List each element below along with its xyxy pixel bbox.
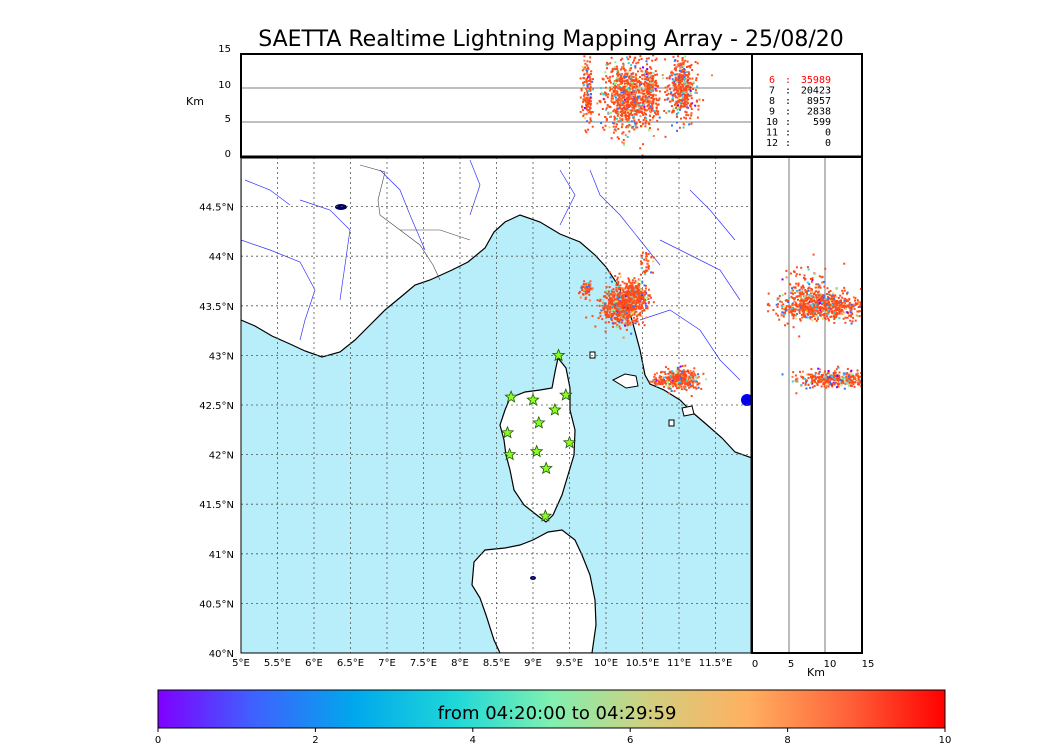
side-tick-5: 5 (788, 659, 794, 670)
station-star-icon (502, 447, 517, 461)
lon-tick-label: 7.5°E (410, 658, 437, 669)
station-star-icon (539, 461, 553, 475)
side-axis-label: Km (807, 666, 825, 679)
station-star-icon (529, 444, 544, 458)
map-grid (241, 157, 752, 653)
count-separator: : (785, 96, 791, 107)
station-star-icon (532, 415, 546, 429)
map-panel: 5°E 5.5°E 6°E 6.5°E 7°E 7.5°E 8°E 8.5°E 9°E 9.5°E… (199, 155, 862, 669)
lat-tick-label: 41°N (209, 550, 234, 561)
lat-tick-label: 40.5°N (199, 599, 234, 610)
count-separator: : (785, 128, 791, 139)
lat-tick-label: 42°N (209, 451, 234, 462)
giglio-island (668, 419, 675, 427)
altitude-sources (579, 54, 713, 157)
station-star-icon (559, 388, 573, 401)
side-tick-10: 10 (824, 659, 837, 670)
colorbar-tick: 4 (470, 735, 476, 746)
station-star-icon (551, 348, 566, 362)
station-star-icon (526, 392, 540, 406)
altitude-axis-label: Km (186, 95, 204, 108)
lat-tick-label: 41.5°N (199, 500, 234, 511)
count-value: 20423 (801, 86, 831, 97)
colorbar-label: from 04:20:00 to 04:29:59 (438, 703, 677, 724)
count-level: 7 (769, 86, 775, 97)
count-level: 12 (766, 138, 778, 149)
lon-tick-label: 11.5°E (699, 658, 733, 669)
lon-tick-label: 7°E (378, 658, 396, 669)
side-tick-0: 0 (752, 659, 758, 670)
station-star-icon (562, 435, 577, 449)
lat-tick-label: 40°N (209, 649, 234, 660)
colorbar-tick: 2 (312, 735, 318, 746)
colorbar-gradient (157, 689, 946, 729)
lon-tick-label: 5.5°E (264, 658, 291, 669)
corsica (499, 356, 576, 523)
lat-tick-label: 43°N (209, 351, 234, 362)
alt-tick-0: 0 (225, 149, 231, 160)
count-level: 6 (769, 75, 775, 86)
count-level: 11 (766, 128, 778, 139)
lon-tick-label: 9.5°E (556, 658, 583, 669)
count-level: 10 (766, 117, 778, 128)
side-tick-15: 15 (862, 659, 875, 670)
side-panel: 0 5 10 15 Km (751, 156, 875, 679)
station-star-icon (538, 508, 553, 522)
count-value: 0 (825, 128, 831, 139)
count-separator: : (785, 117, 791, 128)
count-level: 9 (769, 107, 775, 118)
lon-tick-label: 11°E (667, 658, 691, 669)
sardinia (471, 529, 597, 653)
rivers (241, 159, 741, 381)
side-sources (766, 253, 862, 395)
colorbar-tick: 0 (155, 735, 161, 746)
lat-tick-label: 42.5°N (199, 401, 234, 412)
count-separator: : (785, 75, 791, 86)
station-star-icon (500, 425, 515, 439)
alt-tick-5: 5 (225, 114, 231, 125)
colorbar-tick: 6 (627, 735, 633, 746)
count-separator: : (785, 86, 791, 97)
count-level: 8 (769, 96, 775, 107)
lon-tick-label: 8°E (451, 658, 469, 669)
lon-tick-label: 8.5°E (483, 658, 510, 669)
lon-tick-label: 6°E (305, 658, 323, 669)
count-value: 8957 (807, 96, 831, 107)
count-value: 35989 (801, 75, 831, 86)
colorbar-tick: 10 (939, 735, 952, 746)
borders (359, 164, 471, 281)
station-star-icon (548, 402, 562, 416)
lon-tick-label: 10°E (594, 658, 618, 669)
alt-tick-10: 10 (218, 80, 231, 91)
count-value: 599 (813, 117, 831, 128)
lon-tick-label: 5°E (232, 658, 250, 669)
altitude-panel: 0 5 10 15 Km (186, 44, 753, 160)
lon-tick-label: 10.5°E (626, 658, 660, 669)
count-value: 0 (825, 138, 831, 149)
alt-tick-15: 15 (218, 44, 231, 55)
figure-title: SAETTA Realtime Lightning Mapping Array … (258, 27, 844, 52)
colorbar-tick: 8 (784, 735, 790, 746)
mainland (241, 157, 752, 459)
colorbar: from 04:20:00 to 04:29:59 0 2 4 6 8 10 (155, 689, 952, 746)
lake (741, 394, 752, 406)
lon-tick-label: 6.5°E (337, 658, 364, 669)
lat-tick-label: 44°N (209, 252, 234, 263)
stations (500, 348, 577, 522)
lat-tick-label: 44.5°N (199, 203, 234, 214)
lat-tick-label: 43.5°N (199, 302, 234, 313)
lightning-sources (578, 251, 708, 397)
elba-island (611, 373, 639, 389)
count-separator: : (785, 107, 791, 118)
count-value: 2838 (807, 107, 831, 118)
argentario (681, 405, 695, 417)
station-star-icon (504, 389, 518, 403)
count-separator: : (785, 138, 791, 149)
lon-tick-label: 9°E (524, 658, 542, 669)
